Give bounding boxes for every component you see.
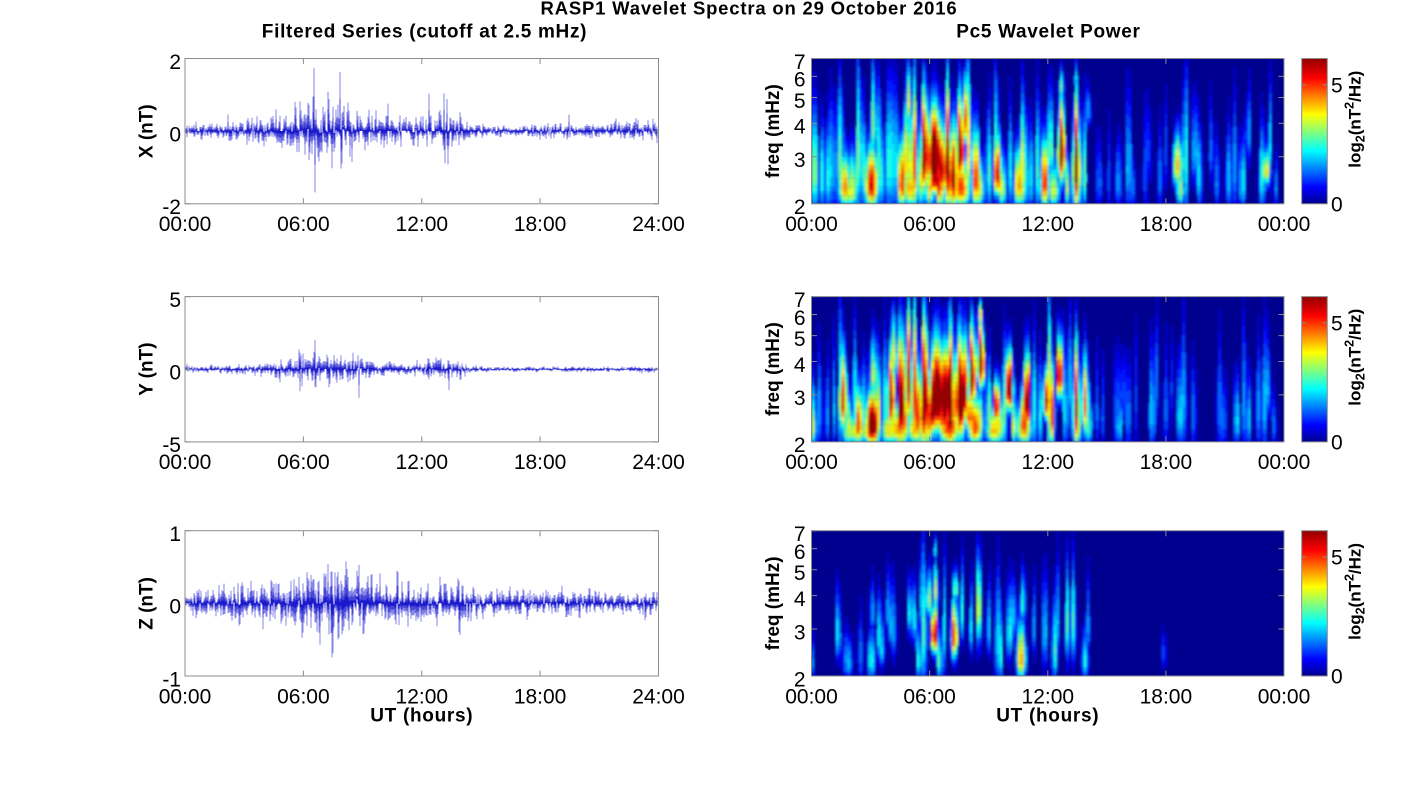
svg-text:06:00: 06:00	[903, 685, 956, 708]
svg-text:12:00: 12:00	[396, 213, 449, 236]
svg-text:4: 4	[794, 588, 806, 611]
svg-text:00:00: 00:00	[1258, 685, 1311, 708]
svg-text:0: 0	[169, 124, 181, 147]
svg-text:UT (hours): UT (hours)	[370, 706, 473, 727]
svg-text:06:00: 06:00	[903, 213, 956, 236]
svg-text:0: 0	[1331, 666, 1343, 689]
svg-text:00:00: 00:00	[1258, 451, 1311, 474]
svg-text:5: 5	[1331, 312, 1343, 335]
svg-text:24:00: 24:00	[632, 451, 685, 474]
svg-text:06:00: 06:00	[903, 451, 956, 474]
svg-text:1: 1	[169, 523, 181, 546]
svg-text:12:00: 12:00	[1022, 213, 1075, 236]
svg-text:Z (nT): Z (nT)	[137, 577, 158, 630]
svg-text:18:00: 18:00	[514, 213, 567, 236]
svg-text:2: 2	[794, 668, 806, 691]
svg-text:-5: -5	[162, 434, 181, 457]
svg-text:log2(nT2/Hz): log2(nT2/Hz)	[1342, 543, 1367, 640]
svg-text:3: 3	[794, 149, 806, 172]
svg-text:freq (mHz): freq (mHz)	[763, 322, 784, 416]
svg-text:24:00: 24:00	[632, 685, 685, 708]
svg-text:log2(nT2/Hz): log2(nT2/Hz)	[1342, 309, 1367, 406]
svg-text:freq (mHz): freq (mHz)	[763, 556, 784, 650]
svg-text:3: 3	[794, 621, 806, 644]
svg-text:0: 0	[1331, 193, 1343, 216]
svg-text:5: 5	[794, 562, 806, 585]
svg-text:6: 6	[794, 69, 806, 92]
svg-text:5: 5	[794, 328, 806, 351]
svg-text:0: 0	[169, 596, 181, 619]
svg-text:2: 2	[794, 434, 806, 457]
svg-text:2: 2	[169, 51, 181, 74]
svg-text:7: 7	[794, 523, 806, 546]
svg-text:7: 7	[794, 51, 806, 74]
svg-text:00:00: 00:00	[159, 451, 212, 474]
svg-text:06:00: 06:00	[277, 213, 330, 236]
svg-text:Pc5 Wavelet Power: Pc5 Wavelet Power	[956, 22, 1140, 43]
svg-text:06:00: 06:00	[277, 685, 330, 708]
svg-text:00:00: 00:00	[159, 685, 212, 708]
svg-text:4: 4	[794, 116, 806, 139]
svg-text:Filtered Series (cutoff at 2.5: Filtered Series (cutoff at 2.5 mHz)	[262, 22, 587, 43]
svg-text:18:00: 18:00	[1140, 213, 1193, 236]
svg-text:6: 6	[794, 307, 806, 330]
svg-text:12:00: 12:00	[1022, 451, 1075, 474]
svg-text:freq (mHz): freq (mHz)	[763, 84, 784, 178]
svg-text:4: 4	[794, 354, 806, 377]
svg-text:12:00: 12:00	[396, 451, 449, 474]
svg-text:2: 2	[794, 196, 806, 219]
svg-text:18:00: 18:00	[1140, 451, 1193, 474]
svg-text:18:00: 18:00	[514, 685, 567, 708]
svg-text:00:00: 00:00	[785, 213, 838, 236]
svg-text:5: 5	[794, 90, 806, 113]
svg-text:6: 6	[794, 541, 806, 564]
svg-text:18:00: 18:00	[514, 451, 567, 474]
svg-text:5: 5	[1331, 547, 1343, 570]
svg-text:00:00: 00:00	[159, 213, 212, 236]
svg-text:5: 5	[1331, 74, 1343, 97]
svg-text:7: 7	[794, 289, 806, 312]
svg-text:X (nT): X (nT)	[137, 104, 158, 158]
svg-text:12:00: 12:00	[1022, 685, 1075, 708]
svg-text:00:00: 00:00	[785, 451, 838, 474]
svg-text:24:00: 24:00	[632, 213, 685, 236]
svg-text:00:00: 00:00	[785, 685, 838, 708]
svg-text:00:00: 00:00	[1258, 213, 1311, 236]
svg-text:12:00: 12:00	[396, 685, 449, 708]
svg-text:5: 5	[169, 289, 181, 312]
svg-text:log2(nT2/Hz): log2(nT2/Hz)	[1342, 71, 1367, 168]
svg-text:0: 0	[1331, 432, 1343, 455]
svg-text:3: 3	[794, 387, 806, 410]
svg-text:06:00: 06:00	[277, 451, 330, 474]
svg-text:0: 0	[169, 362, 181, 385]
svg-text:-2: -2	[162, 196, 181, 219]
svg-text:Y (nT): Y (nT)	[137, 342, 158, 395]
svg-text:RASP1 Wavelet Spectra on 29 Oc: RASP1 Wavelet Spectra on 29 October 2016	[541, 0, 958, 19]
svg-text:-1: -1	[162, 668, 181, 691]
svg-text:18:00: 18:00	[1140, 685, 1193, 708]
svg-text:UT (hours): UT (hours)	[996, 706, 1099, 727]
